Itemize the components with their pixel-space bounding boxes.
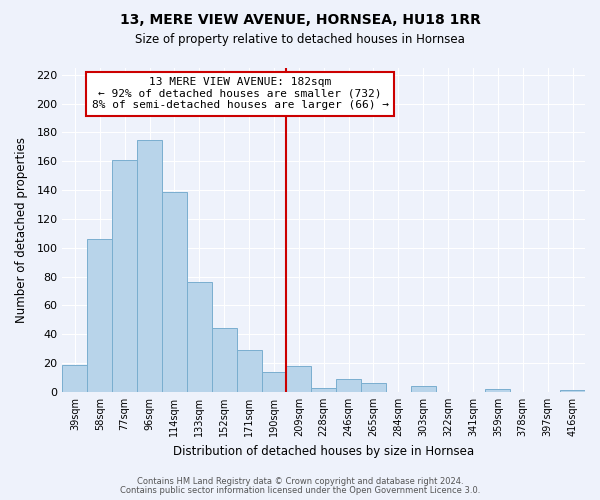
Bar bbox=[62, 364, 88, 392]
Text: Contains public sector information licensed under the Open Government Licence 3.: Contains public sector information licen… bbox=[120, 486, 480, 495]
Bar bbox=[411, 386, 436, 392]
Y-axis label: Number of detached properties: Number of detached properties bbox=[15, 136, 28, 322]
Bar bbox=[212, 328, 236, 392]
Bar bbox=[336, 379, 361, 392]
Bar bbox=[88, 239, 112, 392]
Bar bbox=[286, 366, 311, 392]
X-axis label: Distribution of detached houses by size in Hornsea: Distribution of detached houses by size … bbox=[173, 444, 474, 458]
Bar bbox=[361, 384, 386, 392]
Text: 13, MERE VIEW AVENUE, HORNSEA, HU18 1RR: 13, MERE VIEW AVENUE, HORNSEA, HU18 1RR bbox=[119, 12, 481, 26]
Bar bbox=[112, 160, 137, 392]
Bar bbox=[187, 282, 212, 392]
Bar bbox=[162, 192, 187, 392]
Text: 13 MERE VIEW AVENUE: 182sqm
← 92% of detached houses are smaller (732)
8% of sem: 13 MERE VIEW AVENUE: 182sqm ← 92% of det… bbox=[92, 77, 389, 110]
Bar bbox=[485, 389, 511, 392]
Text: Contains HM Land Registry data © Crown copyright and database right 2024.: Contains HM Land Registry data © Crown c… bbox=[137, 477, 463, 486]
Bar bbox=[236, 350, 262, 392]
Bar bbox=[311, 388, 336, 392]
Bar bbox=[560, 390, 585, 392]
Bar bbox=[262, 372, 286, 392]
Bar bbox=[137, 140, 162, 392]
Text: Size of property relative to detached houses in Hornsea: Size of property relative to detached ho… bbox=[135, 32, 465, 46]
